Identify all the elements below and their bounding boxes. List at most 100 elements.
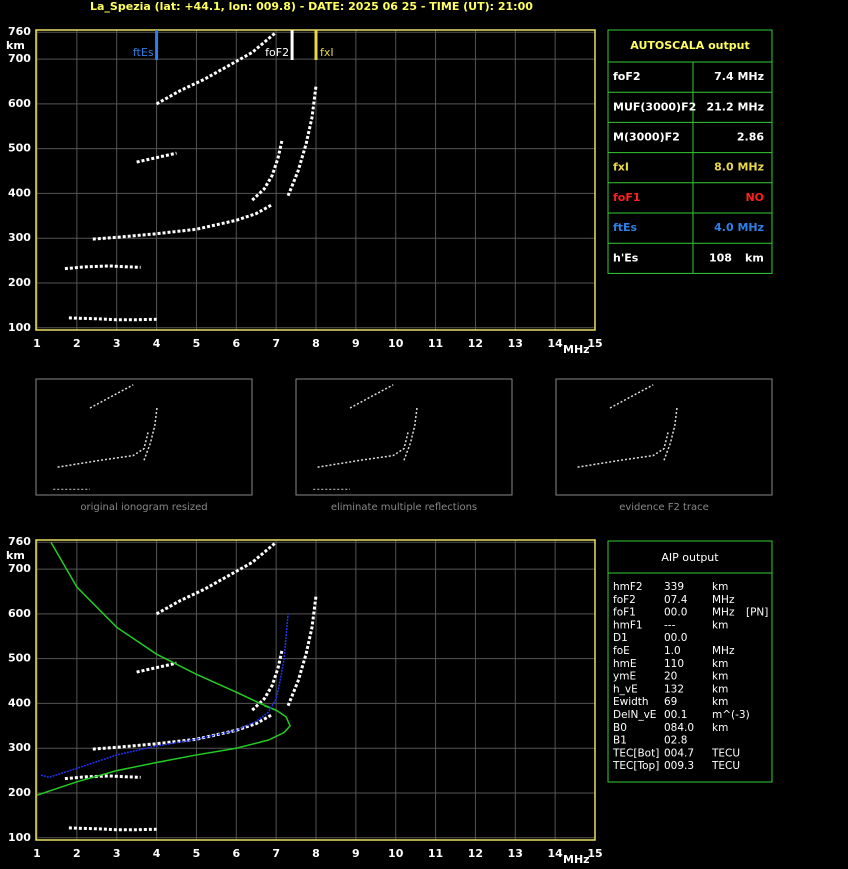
aip-cell: km — [712, 581, 728, 593]
y-tick-label: 200 — [8, 276, 31, 289]
x-tick-label: 15 — [587, 847, 602, 860]
aip-cell: TECU — [711, 760, 740, 772]
y-tick-label: 700 — [8, 562, 31, 575]
thumbnail-trace — [317, 431, 410, 468]
aip-cell: km — [712, 671, 728, 683]
x-tick-label: 3 — [113, 337, 121, 350]
x-tick-label: 8 — [312, 337, 320, 350]
aip-cell: 02.8 — [664, 735, 687, 747]
y-tick-label: 300 — [8, 741, 31, 754]
param-name: MUF(3000)F2 — [613, 100, 696, 113]
x-tick-label: 5 — [193, 337, 201, 350]
y-axis-label: km — [6, 39, 25, 52]
x-tick-label: 9 — [352, 847, 360, 860]
trace — [68, 826, 157, 832]
table-title: AIP output — [661, 551, 719, 564]
thumbnail-trace — [143, 407, 158, 461]
x-tick-label: 4 — [153, 847, 161, 860]
aip-cell: km — [712, 696, 728, 708]
trace — [64, 774, 141, 781]
param-name: h'Es — [613, 251, 639, 264]
aip-cell: km — [712, 722, 728, 734]
aip-cell: TECU — [711, 747, 740, 759]
x-tick-label: 11 — [428, 847, 443, 860]
aip-cell: 1.0 — [664, 645, 681, 657]
aip-cell: 00.0 — [664, 607, 687, 619]
aip-cell: foE — [613, 645, 630, 657]
trace — [68, 316, 157, 322]
param-value: 4.0 MHz — [714, 221, 764, 234]
x-tick-label: 1 — [33, 847, 41, 860]
aip-cell: 20 — [664, 671, 677, 683]
x-tick-label: 5 — [193, 847, 201, 860]
param-name: M(3000)F2 — [613, 131, 680, 144]
x-tick-label: 10 — [388, 337, 404, 350]
thumbnail-trace — [577, 431, 670, 468]
x-tick-label: 9 — [352, 337, 360, 350]
y-tick-label: 200 — [8, 786, 31, 799]
aip-cell: Ewidth — [613, 696, 649, 708]
aip-cell: 004.7 — [664, 747, 694, 759]
x-tick-label: 14 — [547, 337, 563, 350]
autoscala-table: AUTOSCALA output foF2 7.4 MHz MUF(3000)F2 21… — [607, 29, 773, 274]
aip-cell: ymE — [613, 671, 636, 683]
aip-cell: [PN] — [746, 607, 768, 619]
table-title: AUTOSCALA output — [630, 39, 749, 52]
x-tick-label: 15 — [587, 337, 602, 350]
table-frame — [607, 540, 773, 783]
trace — [251, 139, 284, 202]
x-tick-label: 6 — [232, 847, 240, 860]
aip-cell: --- — [664, 619, 676, 631]
trace — [136, 151, 177, 164]
y-tick-label: 700 — [8, 52, 31, 65]
param-value: 8.0 MHz — [714, 161, 764, 174]
y-tick-label: 600 — [8, 607, 31, 620]
thumbnail-caption: original ionogram resized — [80, 502, 207, 513]
param-name: fxI — [613, 161, 629, 174]
marker-label: ftEs — [133, 46, 154, 59]
y-tick-label: 500 — [8, 142, 31, 155]
aip-cell: hmE — [613, 658, 637, 670]
aip-cell: B1 — [613, 735, 627, 747]
aip-cell: m^(-3) — [712, 709, 750, 721]
param-value: 7.4 MHz — [714, 70, 764, 83]
x-tick-label: 4 — [153, 337, 161, 350]
aip-cell: km — [712, 683, 728, 695]
thumbnail-frame — [35, 378, 253, 496]
aip-table: AIP output hmF2 339 km foF2 07.4 MHz foF1 00.0 MH… — [607, 540, 773, 783]
aip-cell: TEC[Top] — [612, 760, 659, 772]
y-tick-label: 400 — [8, 696, 31, 709]
thumbnail-frame — [555, 378, 773, 496]
aip-cell: h_vE — [613, 683, 638, 695]
y-tick-label: 300 — [8, 231, 31, 244]
aip-cell: foF2 — [613, 594, 636, 606]
trace — [50, 541, 277, 711]
trace — [40, 613, 289, 779]
x-tick-label: 11 — [428, 337, 443, 350]
aip-cell: MHz — [712, 645, 735, 657]
trace — [286, 595, 318, 707]
param-value: NO — [745, 191, 764, 204]
trace — [155, 31, 278, 106]
y-tick-label: 600 — [8, 97, 31, 110]
thumbnail-caption: eliminate multiple reflections — [331, 502, 477, 513]
thumbnail-caption: evidence F2 trace — [619, 502, 709, 513]
thumbnail-trace — [57, 431, 150, 468]
x-tick-label: 6 — [232, 337, 240, 350]
x-tick-label: 13 — [508, 847, 523, 860]
param-value: 108 — [709, 251, 732, 264]
aip-cell: MHz — [712, 607, 735, 619]
y-tick-label: 100 — [8, 321, 31, 334]
page-title: La_Spezia (lat: +44.1, lon: 009.8) - DAT… — [90, 0, 533, 13]
marker-label: foF2 — [265, 46, 289, 59]
y-tick-label: 760 — [8, 25, 31, 38]
plot-frame — [35, 539, 596, 841]
y-tick-label: 100 — [8, 831, 31, 844]
thumbnails: original ionogram resized eliminate multi… — [35, 378, 773, 513]
aip-cell: 339 — [664, 581, 684, 593]
aip-cell: B0 — [613, 722, 627, 734]
x-tick-label: 1 — [33, 337, 41, 350]
aip-cell: 084.0 — [664, 722, 694, 734]
param-unit: km — [745, 251, 764, 264]
